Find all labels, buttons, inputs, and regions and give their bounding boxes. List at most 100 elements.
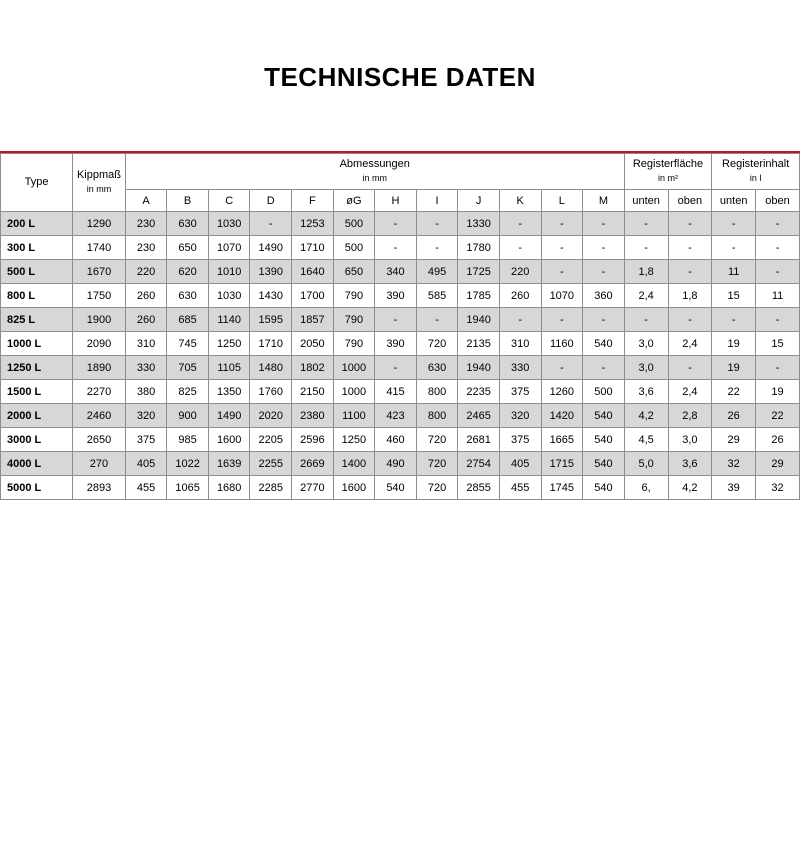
table-cell: 4000 L xyxy=(1,452,73,476)
table-cell: 360 xyxy=(583,284,625,308)
table-cell: 1100 xyxy=(333,404,375,428)
table-cell: 1725 xyxy=(458,260,500,284)
table-cell: 11 xyxy=(756,284,800,308)
table-cell: 2,8 xyxy=(668,404,712,428)
table-cell: 2,4 xyxy=(668,332,712,356)
table-cell: 455 xyxy=(499,476,541,500)
table-cell: 455 xyxy=(125,476,167,500)
table-cell: 22 xyxy=(712,380,756,404)
table-cell: 1105 xyxy=(208,356,250,380)
table-cell: - xyxy=(499,212,541,236)
table-cell: 3000 L xyxy=(1,428,73,452)
table-cell: 745 xyxy=(167,332,209,356)
table-cell: 390 xyxy=(375,332,417,356)
table-row: 800 L17502606301030143017007903905851785… xyxy=(1,284,800,308)
table-cell: - xyxy=(583,308,625,332)
table-cell: 1710 xyxy=(292,236,334,260)
table-cell: - xyxy=(416,212,458,236)
table-cell: 3,6 xyxy=(624,380,668,404)
table-cell: - xyxy=(583,260,625,284)
table-cell: - xyxy=(250,212,292,236)
table-cell: 375 xyxy=(499,428,541,452)
table-cell: 1490 xyxy=(208,404,250,428)
table-cell: 1857 xyxy=(292,308,334,332)
spec-table: Type Kippmaß in mm Abmessungen in mm Reg… xyxy=(0,153,800,500)
table-cell: 2255 xyxy=(250,452,292,476)
table-cell: 390 xyxy=(375,284,417,308)
table-cell: - xyxy=(499,308,541,332)
table-cell: 1430 xyxy=(250,284,292,308)
table-cell: 230 xyxy=(125,236,167,260)
table-cell: 415 xyxy=(375,380,417,404)
table-cell: 1490 xyxy=(250,236,292,260)
table-cell: - xyxy=(668,260,712,284)
table-cell: 825 L xyxy=(1,308,73,332)
header-dim-K: K xyxy=(499,190,541,212)
table-cell: 1070 xyxy=(208,236,250,260)
table-cell: 540 xyxy=(583,332,625,356)
header-registerinhalt: Registerinhalt in l xyxy=(712,154,800,190)
table-row: 1000 L2090310745125017102050790390720213… xyxy=(1,332,800,356)
table-cell: 3,0 xyxy=(668,428,712,452)
table-cell: 6, xyxy=(624,476,668,500)
table-cell: 1665 xyxy=(541,428,583,452)
table-cell: 220 xyxy=(125,260,167,284)
table-cell: 1140 xyxy=(208,308,250,332)
table-cell: 19 xyxy=(756,380,800,404)
table-cell: 4,2 xyxy=(624,404,668,428)
table-row: 2000 L2460320900149020202380110042380024… xyxy=(1,404,800,428)
table-cell: - xyxy=(668,236,712,260)
table-cell: 405 xyxy=(499,452,541,476)
table-row: 5000 L2893455106516802285277016005407202… xyxy=(1,476,800,500)
table-cell: - xyxy=(756,212,800,236)
header-dim-D: D xyxy=(250,190,292,212)
table-cell: 2150 xyxy=(292,380,334,404)
table-cell: - xyxy=(624,212,668,236)
table-cell: 2090 xyxy=(73,332,126,356)
table-cell: 825 xyxy=(167,380,209,404)
table-cell: 1160 xyxy=(541,332,583,356)
table-cell: - xyxy=(541,236,583,260)
table-cell: - xyxy=(712,308,756,332)
table-cell: 790 xyxy=(333,332,375,356)
table-cell: 1030 xyxy=(208,284,250,308)
table-cell: - xyxy=(668,356,712,380)
table-cell: - xyxy=(375,308,417,332)
table-cell: - xyxy=(756,236,800,260)
table-cell: - xyxy=(541,260,583,284)
table-cell: 260 xyxy=(499,284,541,308)
table-cell: 1260 xyxy=(541,380,583,404)
table-cell: 2,4 xyxy=(624,284,668,308)
table-cell: 1250 xyxy=(208,332,250,356)
table-cell: 1600 xyxy=(333,476,375,500)
table-cell: - xyxy=(499,236,541,260)
table-cell: 1250 L xyxy=(1,356,73,380)
table-cell: 1480 xyxy=(250,356,292,380)
header-ri-unten: unten xyxy=(712,190,756,212)
table-cell: 1595 xyxy=(250,308,292,332)
table-cell: - xyxy=(756,308,800,332)
table-cell: 260 xyxy=(125,284,167,308)
header-dim-I: I xyxy=(416,190,458,212)
table-cell: 1290 xyxy=(73,212,126,236)
table-cell: 1890 xyxy=(73,356,126,380)
table-cell: 630 xyxy=(416,356,458,380)
table-cell: 2205 xyxy=(250,428,292,452)
table-cell: 1,8 xyxy=(624,260,668,284)
table-cell: 1250 xyxy=(333,428,375,452)
table-cell: 1420 xyxy=(541,404,583,428)
table-cell: 3,6 xyxy=(668,452,712,476)
table-cell: 15 xyxy=(756,332,800,356)
table-cell: 2235 xyxy=(458,380,500,404)
table-cell: - xyxy=(756,260,800,284)
table-cell: 3,0 xyxy=(624,332,668,356)
table-cell: 19 xyxy=(712,332,756,356)
table-cell: 270 xyxy=(73,452,126,476)
table-cell: 26 xyxy=(712,404,756,428)
table-cell: 2855 xyxy=(458,476,500,500)
table-row: 3000 L2650375985160022052596125046072026… xyxy=(1,428,800,452)
table-cell: - xyxy=(756,356,800,380)
table-cell: 1022 xyxy=(167,452,209,476)
header-dim-L: L xyxy=(541,190,583,212)
table-cell: 1400 xyxy=(333,452,375,476)
